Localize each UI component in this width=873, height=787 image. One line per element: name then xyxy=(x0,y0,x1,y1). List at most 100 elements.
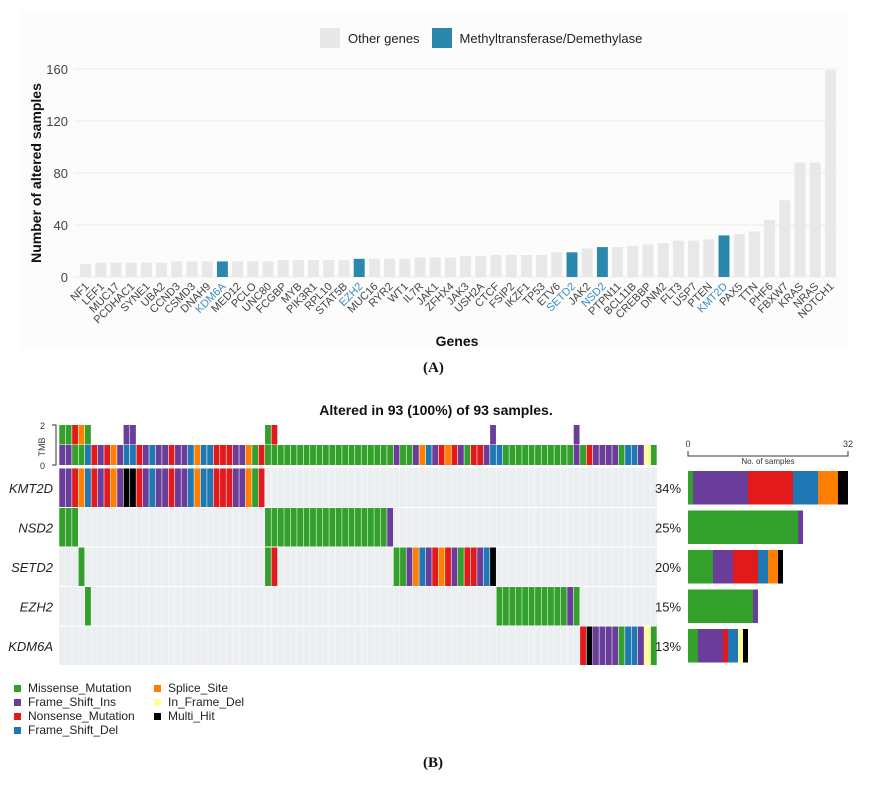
mutation-cell xyxy=(130,468,136,507)
mutation-cell xyxy=(374,508,381,547)
bar-chart-svg: Number of altered samples Genes 0 40 80 120… xyxy=(28,62,838,349)
legend-swatch xyxy=(154,698,161,706)
tmb-bar xyxy=(522,445,529,465)
tmb-bar xyxy=(117,445,123,465)
mutation-cell xyxy=(284,508,291,547)
bar xyxy=(308,260,320,277)
mutation-cell xyxy=(72,468,78,507)
mutation-cell xyxy=(432,547,439,586)
bar xyxy=(414,257,426,277)
gene-percent: 15% xyxy=(655,599,681,614)
tmb-bar xyxy=(631,445,638,465)
mutation-cell xyxy=(59,468,66,507)
bar xyxy=(612,247,624,277)
gene-label: KDM6A xyxy=(8,639,53,654)
tmb-bar xyxy=(644,445,651,465)
mutation-cell xyxy=(361,508,368,547)
tmb-bar-top xyxy=(573,425,580,445)
side-bar-segment xyxy=(768,550,778,584)
mutation-cell xyxy=(110,468,117,507)
bar xyxy=(95,262,107,277)
mutation-cell xyxy=(554,587,561,626)
tmb-bar xyxy=(252,445,259,465)
tmb-bar xyxy=(380,445,387,465)
bar xyxy=(232,261,244,277)
tmb-bar xyxy=(560,445,567,465)
mutation-cell xyxy=(149,468,156,507)
tmb-bar xyxy=(457,445,464,465)
caption-b: (B) xyxy=(423,755,443,771)
mutation-cell xyxy=(483,547,490,586)
tmb-bar xyxy=(400,445,406,465)
mutation-cell xyxy=(65,508,72,547)
legend-label-methyl: Methyltransferase/Demethylase xyxy=(459,30,643,46)
mutation-cell xyxy=(65,468,72,507)
mutation-cell xyxy=(515,587,522,626)
tmb-bar xyxy=(220,445,226,465)
tmb-bar xyxy=(239,445,246,465)
side-axis-min: 0 xyxy=(685,439,690,449)
bar xyxy=(125,262,137,277)
y-tick-label: 0 xyxy=(61,270,68,285)
tmb-bar xyxy=(162,445,169,465)
mutation-cell xyxy=(136,468,143,507)
tmb-bar xyxy=(200,445,207,465)
gene-label: KMT2D xyxy=(9,481,53,496)
tmb-bar xyxy=(277,445,284,465)
tmb-bar xyxy=(618,445,625,465)
bar xyxy=(460,256,472,277)
mutation-cell xyxy=(85,587,91,626)
mutation-cell xyxy=(625,626,631,665)
mutation-cell xyxy=(329,508,336,547)
mutation-cell xyxy=(400,547,406,586)
tmb-bar xyxy=(541,445,548,465)
tmb-bar-top xyxy=(65,425,72,445)
mutation-cell xyxy=(252,468,259,507)
mutation-cell xyxy=(78,547,85,586)
mutation-cell xyxy=(303,508,310,547)
bar xyxy=(444,257,456,277)
tmb-bar xyxy=(554,445,561,465)
tmb-bar xyxy=(528,445,535,465)
side-bar-segment xyxy=(688,629,698,663)
tmb-bar xyxy=(245,445,252,465)
bar xyxy=(186,261,198,277)
gene-percent: 13% xyxy=(655,639,681,654)
legend-swatch xyxy=(14,684,21,692)
mutation-cell xyxy=(644,626,651,665)
tmb-axis xyxy=(52,424,57,466)
tmb-bar xyxy=(110,445,117,465)
mutation-cell xyxy=(496,587,503,626)
tmb-bar-top xyxy=(130,425,136,445)
bar xyxy=(779,200,791,277)
tmb-bar xyxy=(290,445,297,465)
bar xyxy=(262,261,274,277)
caption-a: (A) xyxy=(423,360,444,376)
mutation-cell xyxy=(168,468,175,507)
bar xyxy=(794,162,806,277)
tmb-bar xyxy=(335,445,342,465)
mutation-cell xyxy=(406,547,413,586)
legend-label: Nonsense_Mutation xyxy=(28,709,135,723)
tmb-bar xyxy=(438,445,445,465)
mutation-cell xyxy=(490,547,496,586)
legend-label: Frame_Shift_Del xyxy=(28,723,119,737)
bar xyxy=(490,254,502,277)
tmb-bar xyxy=(406,445,413,465)
side-bar-segment xyxy=(738,629,743,663)
tmb-bar xyxy=(612,445,619,465)
tmb-bar xyxy=(59,445,66,465)
tmb-bar xyxy=(72,445,78,465)
mutation-cell xyxy=(97,468,104,507)
tmb-bar xyxy=(194,445,201,465)
mutation-cell xyxy=(438,547,445,586)
tmb-bar xyxy=(97,445,104,465)
mutation-cell xyxy=(355,508,361,547)
mutation-cell xyxy=(265,547,271,586)
legend-item-missense: Missense_Mutation xyxy=(14,681,154,695)
tmb-bar xyxy=(599,445,606,465)
mutation-cell xyxy=(194,468,201,507)
tmb-bar xyxy=(232,445,239,465)
bar xyxy=(201,261,213,277)
tmb-bar xyxy=(316,445,323,465)
